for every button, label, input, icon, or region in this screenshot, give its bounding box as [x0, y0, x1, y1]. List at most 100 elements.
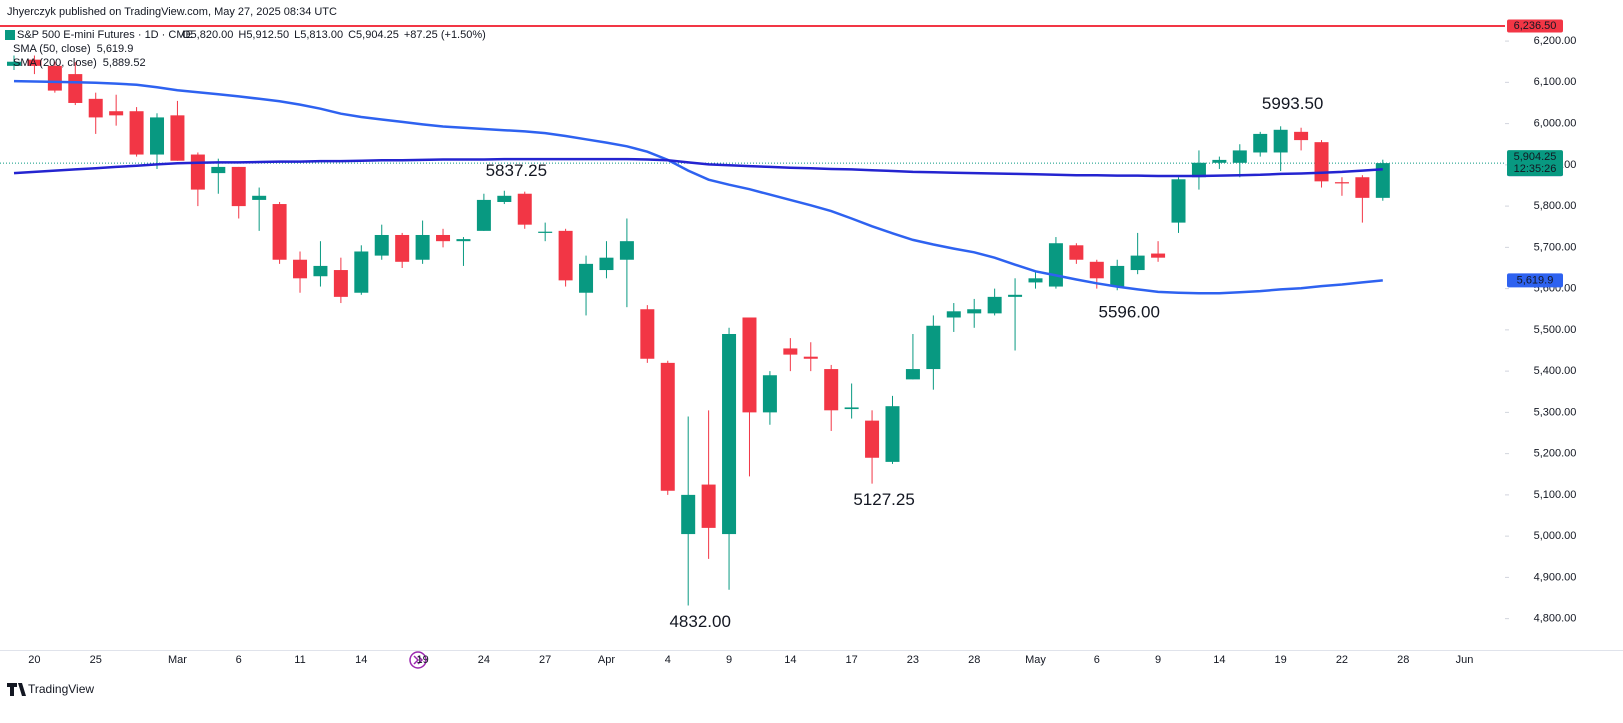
ohlc-value: +87.25 (+1.50%) [404, 29, 486, 41]
candle-body [150, 117, 165, 155]
symbol-icon [5, 30, 15, 40]
candle-body [129, 111, 144, 155]
x-tick-label: 22 [1336, 654, 1348, 666]
legend-value: 5,889.52 [103, 57, 146, 69]
candle-body [1232, 150, 1247, 163]
candle-body [1191, 162, 1206, 178]
candle-body [1151, 253, 1166, 258]
price-annotation: 4832.00 [669, 612, 730, 631]
candle-body [1294, 131, 1309, 141]
candle-body [1089, 261, 1104, 279]
plot-area: 4,800.00 4,900.00 5,000.00 5,100.00 5,200.00… [0, 25, 1577, 666]
candle-body [47, 65, 62, 91]
legend-name: SMA (50, close) [13, 43, 91, 55]
ohlc-value: C5,904.25 [348, 29, 399, 41]
x-tick-label: 19 [416, 654, 428, 666]
y-tick-label: 6,100.00 [1534, 76, 1577, 88]
price-annotation: 5596.00 [1098, 303, 1159, 322]
candle-body [517, 193, 532, 225]
sma-line [13, 157, 1383, 178]
candle-body [1375, 163, 1390, 198]
candle-body [926, 325, 941, 370]
legend-name: SMA (200, close) [13, 57, 97, 69]
candle-body [293, 259, 308, 279]
y-tick-label: 5,700.00 [1534, 241, 1577, 253]
candle-body [742, 317, 757, 413]
candle-body [374, 234, 389, 256]
candle-body [211, 166, 226, 174]
legend-value: 5,619.9 [97, 43, 134, 55]
candle-body [558, 230, 573, 281]
x-tick-label: 23 [907, 654, 919, 666]
x-tick-label: Jun [1456, 654, 1474, 666]
candle-body [967, 309, 982, 314]
candle-body [946, 311, 961, 318]
price-tag-label: 6,236.50 [1514, 20, 1557, 32]
candle-body [1253, 133, 1268, 153]
price-tag-label: 5,904.25 [1514, 151, 1557, 163]
price-annotation: 5127.25 [853, 490, 914, 509]
x-tick-label: 20 [28, 654, 40, 666]
candle-body [170, 115, 185, 161]
x-tick-label: May [1025, 654, 1046, 666]
candle-body [722, 333, 737, 535]
y-tick-label: 5,500.00 [1534, 324, 1577, 336]
x-tick-label: 25 [90, 654, 102, 666]
candle-body [68, 74, 83, 103]
price-tag-label: 5,619.9 [1517, 274, 1554, 286]
y-tick-label: 5,800.00 [1534, 200, 1577, 212]
candle-body [905, 369, 920, 380]
y-tick-label: 4,900.00 [1534, 571, 1577, 583]
price-tag [1507, 273, 1563, 288]
y-tick-label: 5,300.00 [1534, 406, 1577, 418]
x-tick-label: 24 [478, 654, 490, 666]
candle-body [701, 484, 716, 528]
candle-body [333, 270, 348, 297]
candle-body [538, 231, 553, 233]
candle-body [497, 195, 512, 202]
x-tick-label: 17 [846, 654, 858, 666]
candle-body [824, 369, 839, 411]
price-annotation: 5837.25 [486, 161, 547, 180]
candle-body [640, 309, 655, 359]
x-tick-label: 19 [1275, 654, 1287, 666]
candle-body [803, 356, 818, 359]
candle-body [190, 154, 205, 190]
y-tick-label: 4,800.00 [1534, 613, 1577, 625]
candle-body [681, 494, 696, 535]
ohlc-value: L5,813.00 [294, 29, 343, 41]
symbol-name: S&P 500 E-mini Futures · 1D · CME [17, 29, 193, 41]
candle-body [395, 234, 410, 262]
candle-body [865, 420, 880, 458]
candle-body [762, 375, 777, 413]
candle-body [1334, 182, 1349, 184]
y-tick-label: 5,100.00 [1534, 489, 1577, 501]
countdown: 12:35:26 [1514, 163, 1557, 175]
y-tick-label: 5,000.00 [1534, 530, 1577, 542]
x-tick-label: 28 [1397, 654, 1409, 666]
y-tick-label: 5,400.00 [1534, 365, 1577, 377]
ohlc-value: O5,820.00 [182, 29, 233, 41]
candle-body [619, 241, 634, 260]
candle-body [476, 199, 491, 231]
candle-body [1130, 255, 1145, 271]
candle-body [272, 204, 287, 260]
price-tag [1507, 150, 1563, 177]
candle-body [109, 111, 124, 116]
candle-body [27, 59, 42, 66]
candle-body [88, 98, 103, 118]
candle-body [7, 61, 21, 66]
author-line: Jhyerczyk published on TradingView.com, … [7, 6, 337, 18]
candle-body [415, 234, 430, 260]
x-tick-label: 28 [968, 654, 980, 666]
x-tick-label: 9 [726, 654, 732, 666]
candle-body [436, 234, 451, 242]
candle-body [579, 263, 594, 293]
candle-body [987, 296, 1002, 314]
candle-body [660, 362, 675, 491]
candle-body [1048, 243, 1063, 287]
candle-body [231, 166, 246, 207]
candle-body [1008, 294, 1023, 297]
overlay: Jhyerczyk published on TradingView.com, … [5, 6, 1563, 696]
